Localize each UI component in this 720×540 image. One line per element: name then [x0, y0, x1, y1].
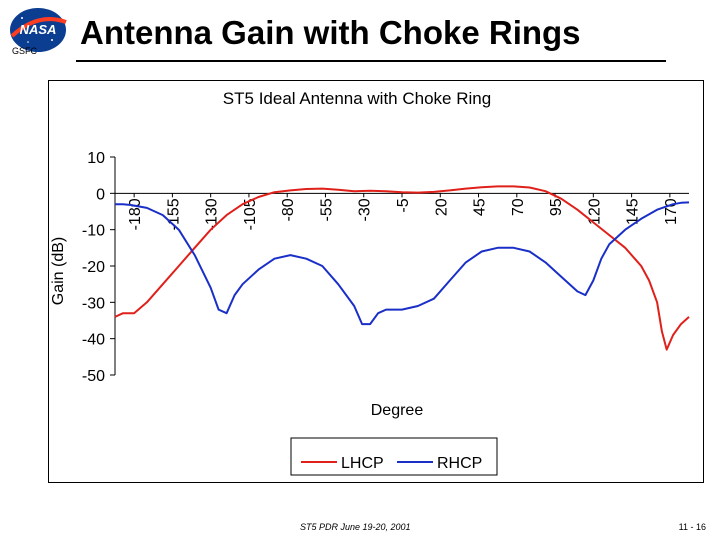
x-tick-label: 95 [548, 198, 565, 216]
x-axis-label: Degree [371, 402, 424, 419]
nasa-logo: NASA [10, 8, 67, 52]
y-tick-label: -40 [82, 332, 105, 349]
x-tick-label: 120 [586, 198, 603, 225]
y-tick-label: 10 [87, 150, 105, 167]
series-line-lhcp [114, 185, 690, 351]
chart-frame: ST5 Ideal Antenna with Choke Ring Gain (… [48, 80, 704, 483]
x-tick-label: -55 [318, 198, 335, 221]
y-tick-label: -20 [82, 259, 105, 276]
gain-chart: ST5 Ideal Antenna with Choke Ring Gain (… [50, 89, 690, 476]
y-axis-label: Gain (dB) [50, 237, 67, 305]
footer-date: ST5 PDR June 19-20, 2001 [300, 522, 411, 532]
series-lines [114, 185, 690, 351]
legend-box [290, 437, 498, 476]
x-tick-label: -130 [204, 198, 221, 230]
gsfc-label: GSFC [12, 46, 38, 56]
series-line-rhcp [115, 201, 690, 326]
x-tick-label: -5 [395, 198, 412, 212]
legend-label-lhcp: LHCP [341, 455, 384, 472]
x-tick-label: -30 [357, 198, 374, 221]
x-tick-label: -105 [242, 198, 259, 230]
x-tick-label: -180 [127, 198, 144, 230]
svg-text:NASA: NASA [20, 22, 57, 37]
x-tick-label: 70 [510, 198, 527, 216]
title-rule [76, 60, 666, 62]
x-tick-label: 145 [625, 198, 642, 225]
y-tick-label: -50 [82, 368, 105, 385]
x-tick-label: 20 [433, 198, 450, 216]
y-tick-label: -10 [82, 223, 105, 240]
legend: LHCP RHCP [290, 437, 498, 476]
y-tick-label: 0 [96, 186, 105, 203]
page-number: 11 - 16 [678, 522, 706, 532]
slide-title: Antenna Gain with Choke Rings [80, 14, 581, 51]
x-tick-label: 45 [472, 198, 489, 216]
y-tick-label: -30 [82, 295, 105, 312]
x-tick-label: -80 [280, 198, 297, 221]
x-tick-label: 170 [663, 198, 680, 225]
chart-title: ST5 Ideal Antenna with Choke Ring [223, 89, 491, 108]
legend-label-rhcp: RHCP [437, 455, 482, 472]
